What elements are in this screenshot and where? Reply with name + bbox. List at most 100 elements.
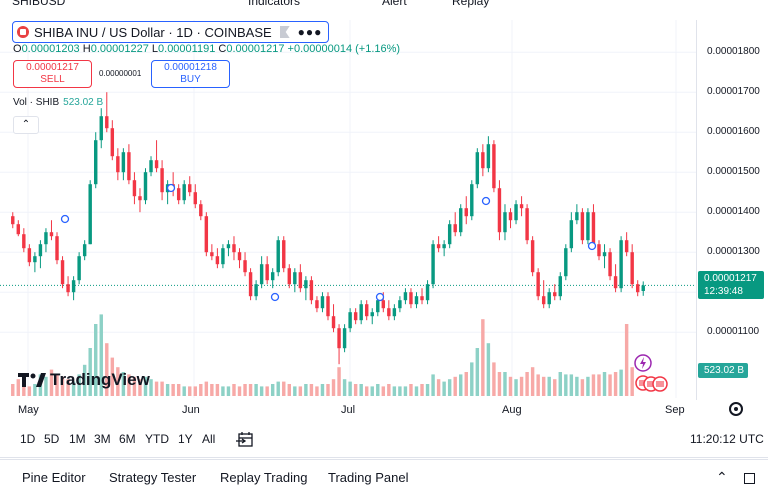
bottom-panel-tabs: Pine Editor Strategy Tester Replay Tradi… (0, 459, 768, 499)
volume-bar (22, 386, 26, 396)
replay-button[interactable]: Replay (452, 0, 490, 8)
us-flag-icon (639, 380, 647, 386)
candle-body (447, 224, 452, 245)
candle-body (265, 264, 269, 281)
candle-body (215, 256, 220, 265)
more-icon[interactable]: ●●● (297, 25, 323, 39)
sell-price: 0.00001217 (26, 62, 79, 73)
volume-bar (436, 379, 441, 396)
candle-body (536, 272, 540, 297)
symbol-search-button[interactable]: SHIBUSD (12, 0, 66, 8)
candle-body (519, 204, 524, 209)
range-ytd-button[interactable]: YTD (145, 432, 169, 446)
candle-body (99, 116, 103, 141)
time-tick-label: Jul (341, 404, 356, 416)
event-marker-icon (587, 241, 597, 251)
volume-bar (608, 374, 612, 396)
volume-bar (160, 381, 164, 396)
volume-bar (232, 384, 236, 396)
candle-body (624, 240, 629, 253)
range-1m-button[interactable]: 1M (69, 432, 86, 446)
tradingview-logo[interactable]: TradingView (18, 370, 150, 390)
volume-bar (293, 386, 297, 396)
volume-bar (33, 384, 37, 396)
volume-bar (16, 379, 21, 396)
range-1d-button[interactable]: 1D (20, 432, 36, 446)
candle-body (453, 224, 457, 233)
candle-body (425, 284, 430, 301)
event-marker-icon (60, 214, 70, 224)
price-tick-label: 0.00001600 (707, 126, 760, 138)
volume-bar (376, 384, 380, 396)
candle-body (77, 256, 81, 281)
volume-bar (409, 384, 413, 396)
volume-bar (514, 379, 518, 396)
candle-body (503, 212, 507, 233)
volume-bar (497, 372, 502, 396)
maximize-icon[interactable] (744, 473, 755, 484)
volume-bar (143, 376, 148, 396)
candle-body (293, 272, 297, 285)
range-1y-button[interactable]: 1Y (178, 432, 193, 446)
candle-body (431, 244, 435, 285)
tab-trading-panel[interactable]: Trading Panel (328, 470, 409, 485)
tab-pine-editor[interactable]: Pine Editor (22, 470, 86, 485)
buy-button[interactable]: 0.00001218 BUY (151, 60, 230, 88)
volume-legend[interactable]: Vol · SHIB 523.02 B (13, 97, 103, 108)
indicators-button[interactable]: Indicators (248, 0, 301, 8)
high-value: 0.00001227 (90, 43, 149, 55)
event-marker-icon (375, 292, 385, 302)
volume-bar (370, 386, 374, 396)
volume-bar (547, 376, 551, 396)
volume-bar (182, 386, 186, 396)
candle-body (613, 276, 618, 289)
range-6m-button[interactable]: 6M (119, 432, 136, 446)
volume-bar (88, 348, 92, 396)
price-scale[interactable]: 0.00001800 0.00001700 0.00001600 0.00001500… (696, 20, 768, 400)
candle-body (586, 212, 590, 241)
volume-bar (558, 372, 562, 396)
utc-clock[interactable]: 11:20:12 UTC (690, 432, 764, 446)
candle-body (11, 216, 15, 225)
volume-bar (287, 384, 292, 396)
chevron-up-icon[interactable]: ⌃ (716, 469, 728, 485)
alert-button[interactable]: Alert (382, 0, 407, 8)
volume-bar (326, 384, 330, 396)
range-5d-button[interactable]: 5D (44, 432, 60, 446)
volume-bar (154, 381, 159, 396)
volume-bar (503, 372, 507, 396)
time-tick-label: May (18, 404, 39, 416)
range-3m-button[interactable]: 3M (94, 432, 111, 446)
collapse-legend-button[interactable]: ⌃ (13, 116, 39, 134)
shiba-coin-icon (17, 26, 29, 38)
candle-body (221, 248, 225, 265)
volume-bar (110, 357, 115, 396)
candle-body (398, 300, 402, 309)
flag-icon[interactable] (279, 26, 290, 38)
candlestick-chart[interactable] (0, 0, 696, 398)
settings-icon[interactable] (729, 402, 743, 416)
last-price-label: 0.00001217 12:39:48 (698, 271, 764, 299)
volume-bar (464, 372, 468, 396)
tradingview-logo-text: TradingView (50, 370, 150, 389)
volume-bar (331, 379, 336, 396)
candle-body (154, 160, 159, 169)
candle-body (55, 236, 59, 261)
symbol-legend[interactable]: SHIBA INU / US Dollar · 1D · COINBASE ●●… (12, 21, 330, 43)
calendar-icon[interactable] (236, 432, 254, 447)
volume-bar (536, 374, 540, 396)
candle-body (580, 212, 585, 241)
candle-body (116, 156, 120, 173)
candle-body (530, 240, 535, 273)
range-all-button[interactable]: All (202, 432, 216, 446)
tab-strategy-tester[interactable]: Strategy Tester (109, 470, 197, 485)
sell-button[interactable]: 0.00001217 SELL (13, 60, 92, 88)
time-axis[interactable]: May Jun Jul Aug Sep (0, 398, 696, 420)
tab-replay-trading[interactable]: Replay Trading (220, 470, 308, 485)
candle-body (298, 272, 303, 289)
volume-bar (392, 386, 397, 396)
candle-body (619, 240, 623, 289)
volume-scale-label: 523.02 B (698, 363, 748, 378)
volume-bar (613, 372, 618, 396)
